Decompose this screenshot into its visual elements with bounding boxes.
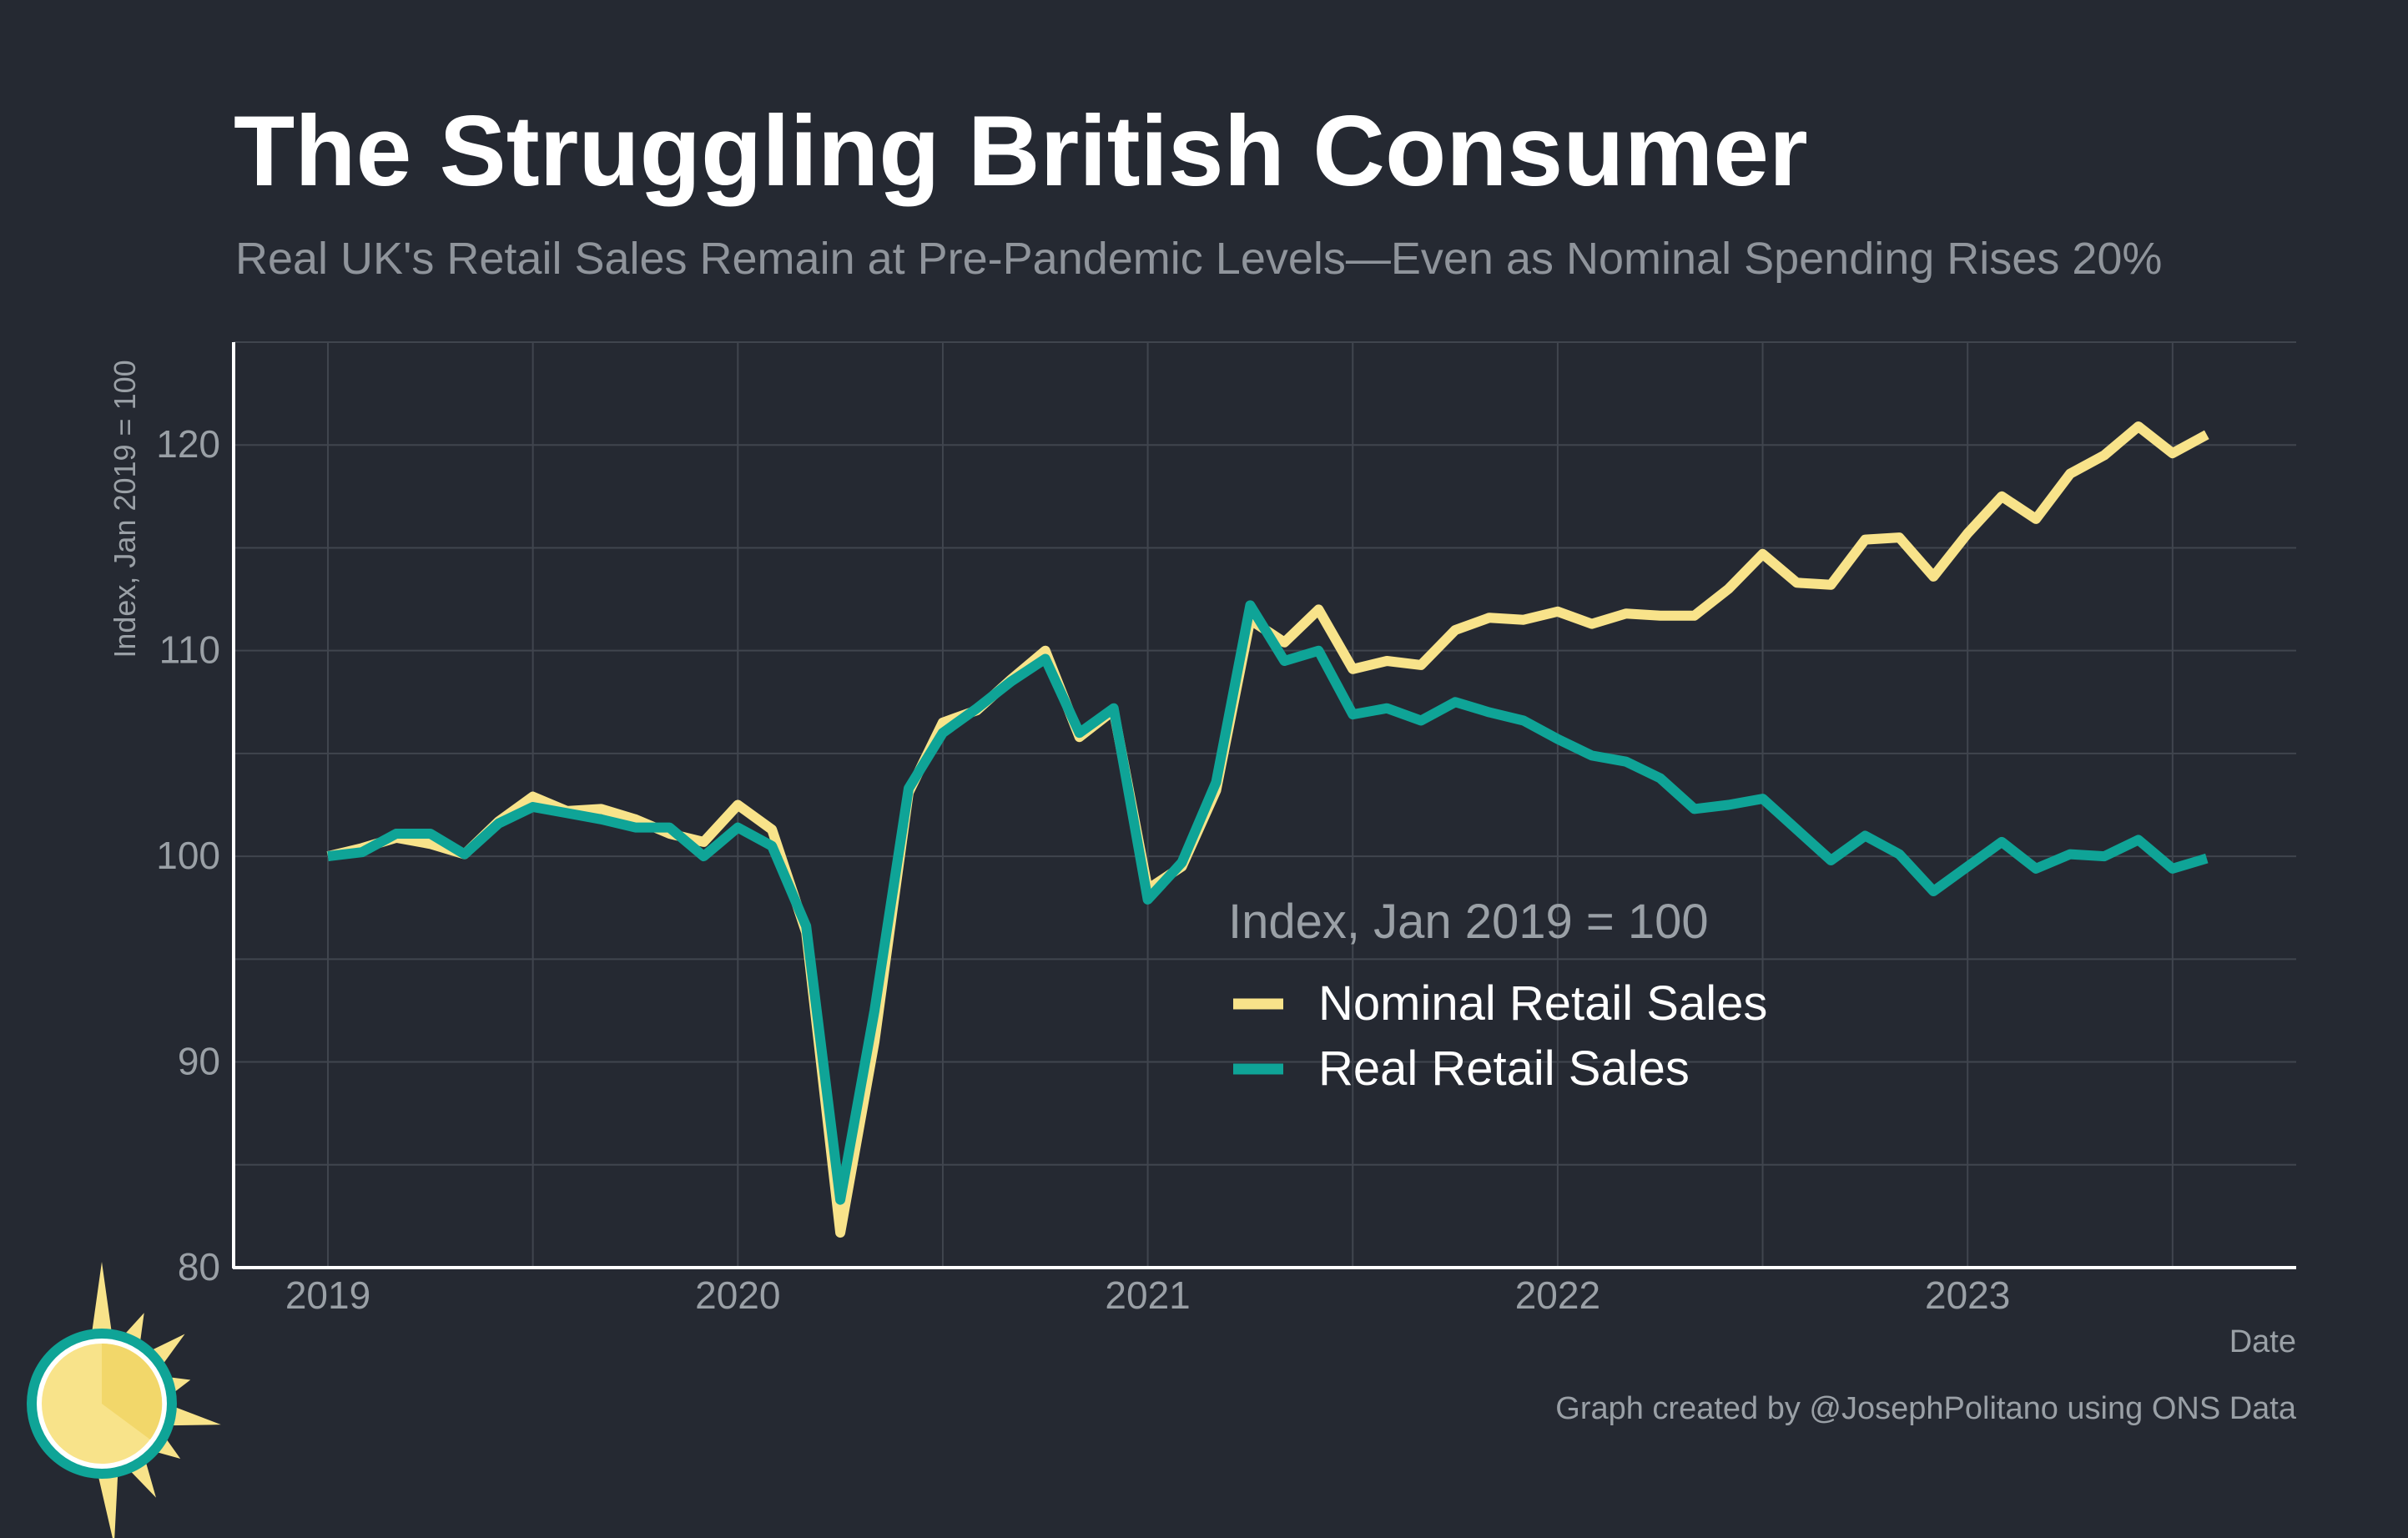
chart-caption: Graph created by @JosephPolitano using O… xyxy=(1555,1391,2297,1426)
series-line-real xyxy=(327,600,2209,1205)
x-tick-label: 2021 xyxy=(1105,1273,1190,1317)
legend-label-real: Real Retail Sales xyxy=(1318,1041,1690,1096)
axes xyxy=(232,342,2296,1269)
y-tick-labels: 80 90 100 110 120 xyxy=(156,422,220,1288)
grid xyxy=(234,341,2296,1268)
x-axis-title: Date xyxy=(2229,1324,2296,1359)
y-tick-label: 80 xyxy=(178,1245,220,1288)
sun-logo-icon xyxy=(27,1262,221,1538)
legend-title: Index, Jan 2019 = 100 xyxy=(1228,895,1709,949)
series xyxy=(326,421,2209,1238)
x-tick-labels: 2019 2020 2021 2022 2023 xyxy=(285,1273,2011,1317)
x-tick-label: 2022 xyxy=(1515,1273,1600,1317)
y-axis-title: Index, Jan 2019 = 100 xyxy=(108,360,142,658)
legend: Index, Jan 2019 = 100 Nominal Retail Sal… xyxy=(1228,895,1767,1096)
y-tick-label: 110 xyxy=(159,628,220,672)
chart-subtitle: Real UK's Retail Sales Remain at Pre-Pan… xyxy=(235,234,2162,284)
x-tick-label: 2023 xyxy=(1925,1273,2010,1317)
x-tick-label: 2019 xyxy=(285,1273,370,1317)
y-tick-label: 90 xyxy=(178,1040,220,1083)
y-tick-label: 100 xyxy=(156,834,220,877)
chart-title: The Struggling British Consumer xyxy=(234,95,1808,207)
legend-label-nominal: Nominal Retail Sales xyxy=(1318,976,1767,1031)
y-tick-label: 120 xyxy=(156,422,220,466)
x-tick-label: 2020 xyxy=(695,1273,780,1317)
